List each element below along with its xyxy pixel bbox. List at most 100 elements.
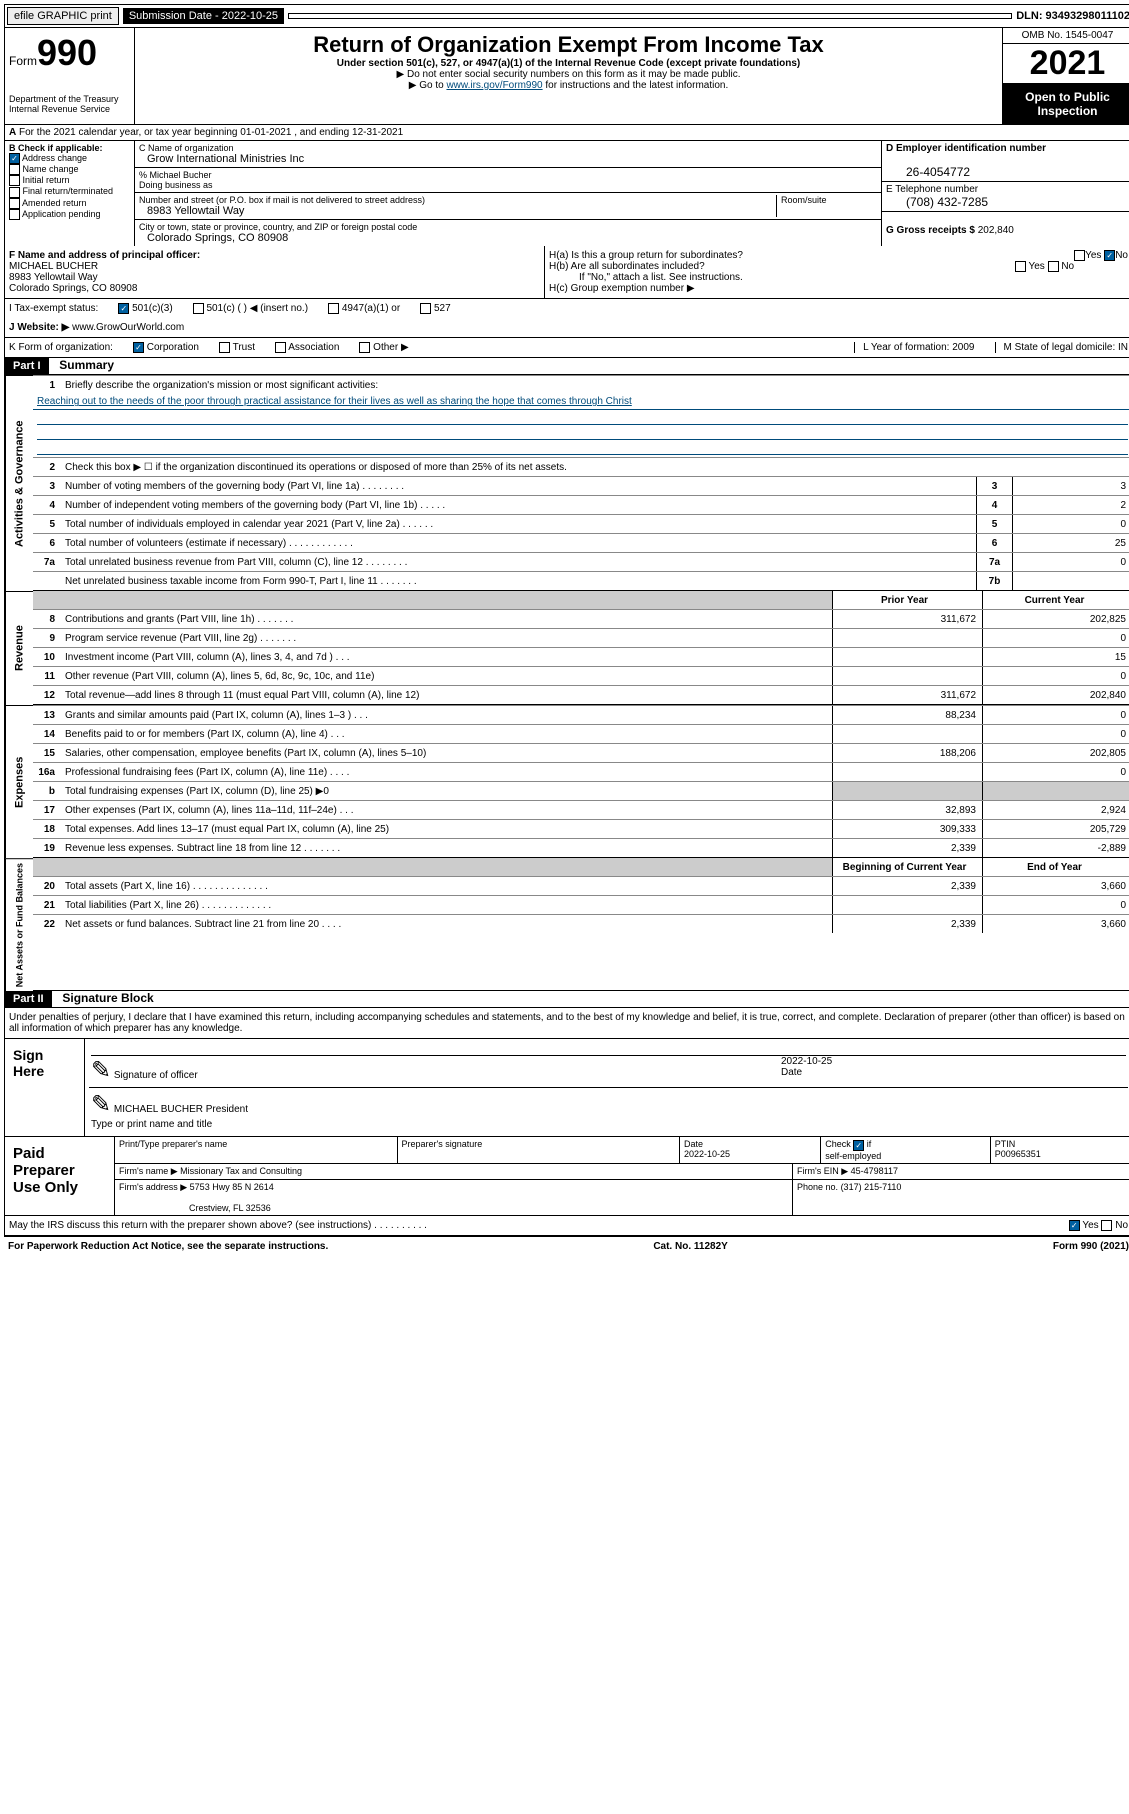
prep-row2: Firm's name ▶ Missionary Tax and Consult… — [115, 1164, 1129, 1180]
sig-date-label: Date — [781, 1067, 802, 1078]
prep-row3: Firm's address ▶ 5753 Hwy 85 N 2614Crest… — [115, 1180, 1129, 1215]
firm-addr-cell: Firm's address ▶ 5753 Hwy 85 N 2614Crest… — [115, 1180, 793, 1215]
submission-date-badge: Submission Date - 2022-10-25 — [123, 8, 284, 24]
form-note2: ▶ Go to www.irs.gov/Form990 for instruct… — [139, 80, 998, 91]
opt-527: 527 — [434, 303, 451, 314]
prep-date-cell: Date2022-10-25 — [680, 1137, 821, 1162]
sign-body: ✎ Signature of officer 2022-10-25Date ✎ … — [85, 1039, 1129, 1136]
prior-year-hdr: Prior Year — [832, 591, 982, 609]
row-k: K Form of organization: ✓ Corporation Tr… — [4, 338, 1129, 358]
box-b-item: Name change — [9, 164, 130, 175]
h-a-answer: No — [1115, 250, 1128, 261]
box-b-item: ✓ Address change — [9, 153, 130, 164]
may-irs-text: May the IRS discuss this return with the… — [9, 1220, 427, 1231]
preparer-grid: Paid Preparer Use Only Print/Type prepar… — [5, 1136, 1129, 1214]
box-b-checkbox-2[interactable] — [9, 175, 20, 186]
box-b-checkbox-5[interactable] — [9, 209, 20, 220]
assoc-checkbox[interactable] — [275, 342, 286, 353]
part2-title: Signature Block — [54, 989, 161, 1007]
other-checkbox[interactable] — [359, 342, 370, 353]
expense-line: bTotal fundraising expenses (Part IX, co… — [33, 781, 1129, 800]
form-header: Form990 Department of the Treasury Inter… — [4, 28, 1129, 125]
box-b-item: Initial return — [9, 175, 130, 186]
mission-text: Reaching out to the needs of the poor th… — [33, 394, 1129, 410]
firm-addr2: Crestview, FL 32536 — [119, 1203, 271, 1213]
end-year-hdr: End of Year — [982, 858, 1129, 876]
firm-ein: 45-4798117 — [851, 1166, 898, 1176]
revenue-line: 8Contributions and grants (Part VIII, li… — [33, 609, 1129, 628]
line-1: 1 Briefly describe the organization's mi… — [33, 375, 1129, 394]
firm-name: Missionary Tax and Consulting — [180, 1166, 302, 1176]
governance-line: 3Number of voting members of the governi… — [33, 476, 1129, 495]
box-b-checkbox-1[interactable] — [9, 164, 20, 175]
revenue-line: 9Program service revenue (Part VIII, lin… — [33, 628, 1129, 647]
expense-line: 13Grants and similar amounts paid (Part … — [33, 705, 1129, 724]
mission-blank1 — [37, 412, 1128, 425]
self-employed-checkbox[interactable]: ✓ — [853, 1140, 864, 1151]
firm-name-label: Firm's name ▶ — [119, 1166, 178, 1176]
q2-text: Check this box ▶ ☐ if the organization d… — [61, 460, 1129, 475]
sign-here-label: Sign Here — [5, 1039, 85, 1136]
form-title: Return of Organization Exempt From Incom… — [139, 32, 998, 58]
begin-year-hdr: Beginning of Current Year — [832, 858, 982, 876]
form-subtitle: Under section 501(c), 527, or 4947(a)(1)… — [139, 58, 998, 69]
open-public-badge: Open to Public Inspection — [1003, 84, 1129, 124]
h-b-yes-checkbox[interactable] — [1015, 261, 1026, 272]
may-irs-no-checkbox[interactable] — [1101, 1220, 1112, 1231]
501c3-checkbox[interactable]: ✓ — [118, 303, 129, 314]
opt-other: Other ▶ — [373, 342, 408, 353]
governance-line: 6Total number of volunteers (estimate if… — [33, 533, 1129, 552]
h-a-no-checkbox[interactable]: ✓ — [1104, 250, 1115, 261]
row-i: I Tax-exempt status: ✓ 501(c)(3) 501(c) … — [4, 299, 1129, 318]
box-d: D Employer identification number 26-4054… — [882, 141, 1129, 246]
expense-line: 15Salaries, other compensation, employee… — [33, 743, 1129, 762]
527-checkbox[interactable] — [420, 303, 431, 314]
row-a-taxyear: A For the 2021 calendar year, or tax yea… — [4, 125, 1129, 141]
firm-phone: (317) 215-7110 — [841, 1182, 902, 1192]
501c-checkbox[interactable] — [193, 303, 204, 314]
expense-line: 19Revenue less expenses. Subtract line 1… — [33, 838, 1129, 857]
website-value: www.GrowOurWorld.com — [72, 322, 184, 333]
mission-blank3 — [37, 442, 1128, 455]
opt-4947: 4947(a)(1) or — [342, 303, 400, 314]
box-b-checkbox-4[interactable] — [9, 198, 20, 209]
corp-checkbox[interactable]: ✓ — [133, 342, 144, 353]
may-irs-yes-checkbox[interactable]: ✓ — [1069, 1220, 1080, 1231]
omb-number: OMB No. 1545-0047 — [1003, 28, 1129, 44]
footer-mid: Cat. No. 11282Y — [653, 1241, 727, 1252]
officer-name-title: MICHAEL BUCHER President — [114, 1104, 248, 1115]
netasset-line: 21Total liabilities (Part X, line 26) . … — [33, 895, 1129, 914]
header-right: OMB No. 1545-0047 2021 Open to Public In… — [1002, 28, 1129, 124]
trust-checkbox[interactable] — [219, 342, 230, 353]
expense-line: 16aProfessional fundraising fees (Part I… — [33, 762, 1129, 781]
state-domicile: M State of legal domicile: IN — [995, 342, 1129, 353]
box-b-checkbox-0[interactable]: ✓ — [9, 153, 20, 164]
efile-print-button[interactable]: efile GRAPHIC print — [7, 7, 119, 25]
room-label: Room/suite — [777, 195, 877, 217]
4947-checkbox[interactable] — [328, 303, 339, 314]
vlabel-governance: Activities & Governance — [5, 375, 33, 591]
sect-revenue: Prior Year Current Year 8Contributions a… — [33, 591, 1129, 705]
vlabel-revenue: Revenue — [5, 591, 33, 705]
main-grid: Activities & Governance 1 Briefly descri… — [4, 375, 1129, 991]
city-value: Colorado Springs, CO 80908 — [139, 232, 288, 244]
governance-line: 5Total number of individuals employed in… — [33, 514, 1129, 533]
h-a-label: H(a) Is this a group return for subordin… — [549, 250, 743, 261]
vlabel-expenses: Expenses — [5, 705, 33, 858]
irs-link[interactable]: www.irs.gov/Form990 — [446, 80, 542, 91]
h-b-no-checkbox[interactable] — [1048, 261, 1059, 272]
box-b-checkbox-3[interactable] — [9, 187, 20, 198]
street-label: Number and street (or P.O. box if mail i… — [139, 195, 425, 205]
top-toolbar: efile GRAPHIC print Submission Date - 20… — [4, 4, 1129, 28]
gross-value: 202,840 — [978, 225, 1014, 236]
part1-badge: Part I — [5, 358, 49, 374]
h-a-yes-checkbox[interactable] — [1074, 250, 1085, 261]
footer-left: For Paperwork Reduction Act Notice, see … — [8, 1241, 328, 1252]
phone-label: E Telephone number — [886, 184, 978, 195]
phone-cell: E Telephone number (708) 432-7285 — [882, 182, 1129, 212]
expense-line: 18Total expenses. Add lines 13–17 (must … — [33, 819, 1129, 838]
header-middle: Return of Organization Exempt From Incom… — [135, 28, 1002, 124]
gross-label: G Gross receipts $ — [886, 225, 975, 236]
firm-name-cell: Firm's name ▶ Missionary Tax and Consult… — [115, 1164, 793, 1179]
firm-phone-cell: Phone no. (317) 215-7110 — [793, 1180, 1129, 1215]
